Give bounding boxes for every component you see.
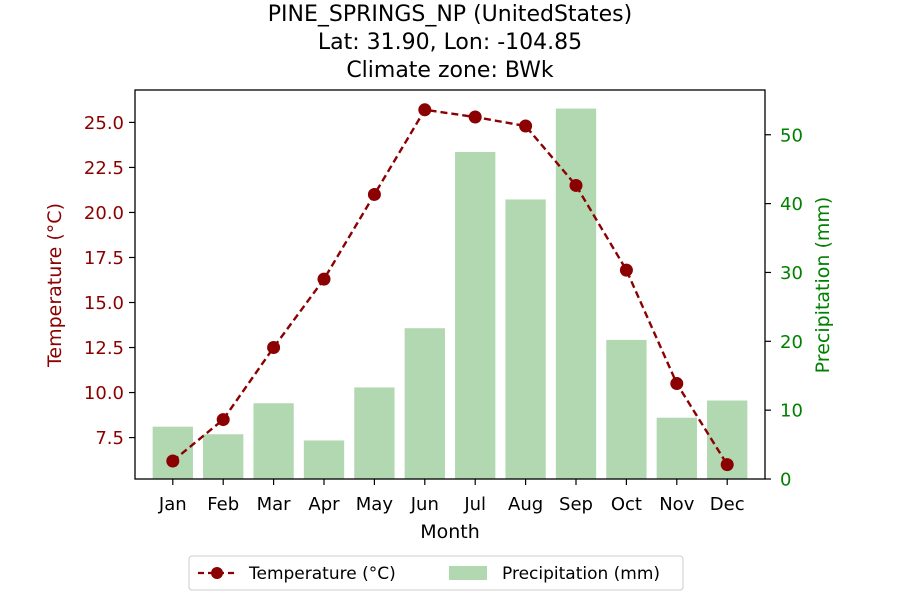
left-tick-label: 22.5 bbox=[84, 158, 124, 179]
x-tick-label: Dec bbox=[710, 494, 745, 515]
legend-frame bbox=[188, 555, 684, 591]
precipitation-bar-aug bbox=[505, 199, 546, 479]
temperature-point-dec bbox=[720, 458, 734, 472]
temperature-point-jun bbox=[418, 103, 432, 117]
x-tick-label: Nov bbox=[659, 494, 694, 515]
left-tick-label: 10.0 bbox=[84, 383, 124, 404]
precipitation-bar-mar bbox=[253, 403, 294, 479]
temperature-point-feb bbox=[216, 413, 230, 427]
x-tick-label: Jun bbox=[410, 494, 439, 515]
legend-precipitation-label: Precipitation (mm) bbox=[502, 564, 660, 584]
legend-temperature-label: Temperature (°C) bbox=[248, 564, 396, 584]
precipitation-bar-sep bbox=[555, 108, 597, 479]
right-tick-label: 50 bbox=[780, 125, 803, 146]
temperature-point-jul bbox=[468, 110, 482, 124]
temperature-point-mar bbox=[267, 341, 281, 355]
precipitation-bar-apr bbox=[303, 440, 345, 479]
right-axis-ticks: 0 10 20 30 40 50 bbox=[765, 125, 803, 491]
legend: Temperature (°C) Precipitation (mm) bbox=[188, 555, 684, 591]
x-tick-label: Oct bbox=[611, 494, 642, 515]
left-axis-ticks: 7.5 10.0 12.5 15.0 17.5 20.0 22.5 25.0 bbox=[84, 113, 135, 449]
right-tick-label: 30 bbox=[780, 263, 803, 284]
x-tick-label: Aug bbox=[508, 494, 543, 515]
precipitation-bar-jul bbox=[455, 151, 496, 479]
chart-title-line-2: Lat: 31.90, Lon: -104.85 bbox=[318, 30, 582, 55]
chart-title-line-3: Climate zone: BWk bbox=[346, 58, 554, 83]
right-axis-label: Precipitation (mm) bbox=[812, 197, 834, 374]
temperature-point-nov bbox=[670, 377, 684, 391]
temperature-point-may bbox=[367, 187, 381, 201]
x-tick-label: Sep bbox=[559, 494, 593, 515]
x-tick-label: May bbox=[356, 494, 394, 515]
temperature-series bbox=[166, 103, 734, 472]
right-tick-label: 10 bbox=[780, 401, 803, 422]
precipitation-bars bbox=[152, 108, 748, 479]
left-tick-label: 17.5 bbox=[84, 248, 124, 269]
left-tick-label: 15.0 bbox=[84, 293, 124, 314]
x-axis-ticks: Jan Feb Mar Apr May Jun Jul Aug Sep Oct Nov Dec bbox=[158, 479, 745, 515]
chart-title-line-1: PINE_SPRINGS_NP (UnitedStates) bbox=[268, 2, 632, 27]
temperature-point-oct bbox=[619, 263, 633, 277]
right-tick-label: 40 bbox=[780, 194, 803, 215]
legend-temperature-marker-icon bbox=[211, 567, 223, 579]
precipitation-bar-feb bbox=[203, 434, 244, 479]
temperature-line bbox=[172, 108, 729, 466]
left-axis-label: Temperature (°C) bbox=[44, 203, 66, 368]
right-tick-label: 0 bbox=[780, 470, 791, 491]
x-tick-label: Feb bbox=[207, 494, 239, 515]
temperature-point-apr bbox=[317, 272, 331, 286]
right-tick-label: 20 bbox=[780, 332, 803, 353]
left-tick-label: 25.0 bbox=[84, 113, 124, 134]
x-tick-label: Jul bbox=[463, 494, 486, 515]
precipitation-bar-jun bbox=[404, 328, 445, 479]
x-tick-label: Mar bbox=[257, 494, 292, 515]
x-tick-label: Apr bbox=[308, 494, 340, 515]
x-axis-label: Month bbox=[420, 521, 480, 543]
precipitation-bar-jan bbox=[152, 426, 193, 479]
precipitation-bar-oct bbox=[606, 339, 647, 479]
temperature-point-aug bbox=[519, 119, 533, 133]
temperature-point-jan bbox=[166, 454, 180, 468]
precipitation-bar-may bbox=[354, 387, 395, 479]
legend-precipitation-swatch-icon bbox=[449, 566, 487, 580]
precipitation-bar-nov bbox=[656, 417, 697, 479]
left-tick-label: 12.5 bbox=[84, 338, 124, 359]
left-tick-label: 7.5 bbox=[95, 428, 124, 449]
left-tick-label: 20.0 bbox=[84, 203, 124, 224]
plot-frame bbox=[134, 89, 766, 480]
temperature-point-sep bbox=[569, 178, 583, 192]
x-tick-label: Jan bbox=[158, 494, 187, 515]
